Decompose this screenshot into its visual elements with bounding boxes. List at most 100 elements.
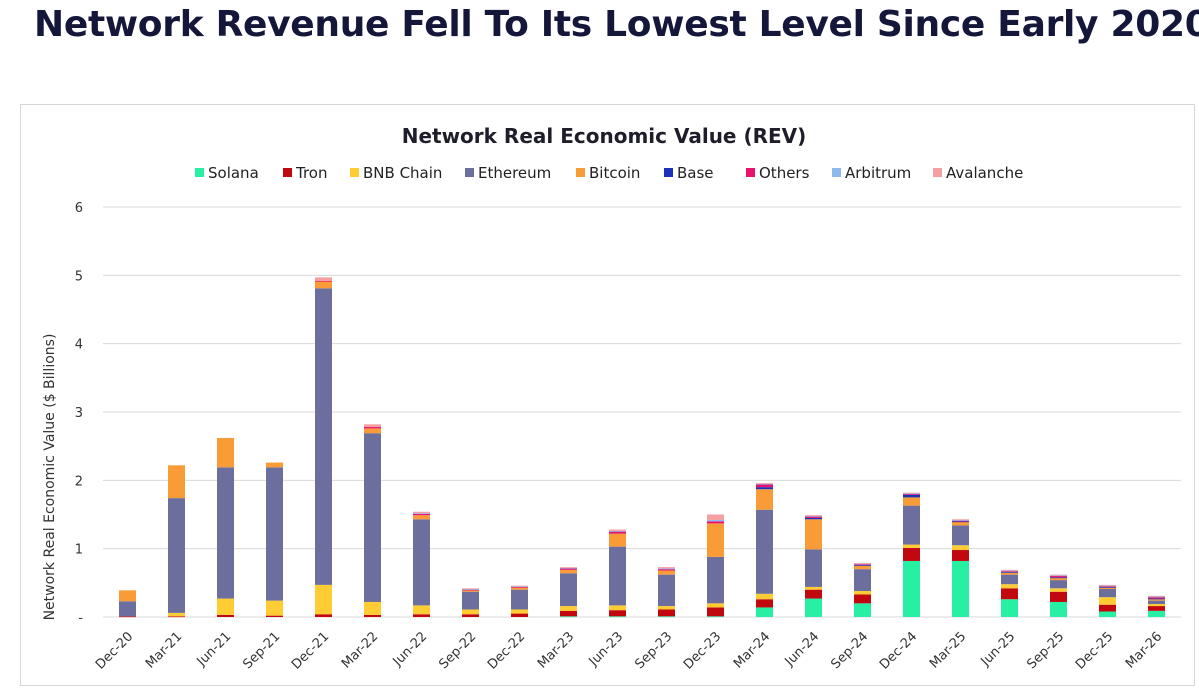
- legend-label: Others: [759, 164, 810, 182]
- bar-others: [1099, 586, 1116, 588]
- bar-bnb-chain: [217, 598, 234, 615]
- gridlines: [103, 206, 1181, 618]
- bar-tron: [266, 615, 283, 617]
- x-tick-label: Mar-26: [1123, 629, 1165, 671]
- legend-swatch: [465, 168, 474, 177]
- bar-ethereum: [609, 546, 626, 606]
- x-tick-label: Dec-25: [1073, 629, 1116, 672]
- bar-bitcoin: [1050, 578, 1067, 581]
- bar-tron: [364, 614, 381, 617]
- x-tick-label: Sep-25: [1024, 629, 1067, 672]
- x-tick-label: Sep-22: [436, 629, 479, 672]
- x-tick-label: Jun-25: [978, 629, 1019, 670]
- x-tick-label: Dec-24: [877, 629, 920, 672]
- bar-base: [854, 565, 871, 566]
- bar-others: [854, 564, 871, 566]
- bar-avalanche: [805, 515, 822, 516]
- bar-avalanche: [1099, 584, 1116, 586]
- bar-others: [413, 513, 430, 516]
- legend-swatch: [832, 168, 841, 177]
- bar-ethereum: [315, 288, 332, 585]
- legend-swatch: [746, 168, 755, 177]
- bar-tron: [462, 614, 479, 617]
- bar-stack-jun-23: [609, 529, 626, 618]
- bar-stack-mar-22: [364, 424, 381, 617]
- bar-arbitrum: [462, 588, 479, 590]
- bar-bitcoin: [266, 462, 283, 468]
- bar-ethereum: [119, 601, 136, 617]
- bar-arbitrum: [1099, 585, 1116, 587]
- legend-item-base: Base: [664, 164, 714, 182]
- bar-tron: [805, 589, 822, 599]
- legend-item-bitcoin: Bitcoin: [576, 164, 640, 182]
- bar-solana: [560, 616, 577, 618]
- y-tick-label: -: [78, 611, 83, 626]
- bar-base: [1001, 571, 1018, 573]
- bar-stack-sep-25: [1050, 574, 1067, 617]
- legend-swatch: [283, 168, 292, 177]
- bar-bnb-chain: [1099, 597, 1116, 605]
- bar-bnb-chain: [952, 545, 969, 551]
- bar-bitcoin: [1001, 572, 1018, 575]
- bar-stack-sep-23: [658, 567, 675, 618]
- bar-tron: [413, 614, 430, 617]
- bar-ethereum: [413, 519, 430, 606]
- bar-tron: [854, 594, 871, 604]
- bar-avalanche: [1001, 569, 1018, 571]
- bar-bitcoin: [1099, 587, 1116, 589]
- bar-arbitrum: [707, 519, 724, 522]
- legend-label: Tron: [295, 164, 327, 182]
- bar-solana: [1099, 611, 1116, 617]
- bar-bitcoin: [1148, 599, 1165, 601]
- bars: [119, 277, 1165, 618]
- x-axis-ticks: Dec-20 Mar-21 Jun-21 Sep-21 Dec-21 Mar-22 Jun-…: [93, 629, 1165, 672]
- bar-avalanche: [560, 567, 577, 568]
- bar-bitcoin: [854, 565, 871, 570]
- bar-stack-mar-24: [756, 483, 773, 617]
- bar-arbitrum: [756, 483, 773, 485]
- bar-ethereum: [462, 591, 479, 610]
- bar-bnb-chain: [707, 603, 724, 608]
- bar-tron: [658, 609, 675, 617]
- bar-ethereum: [1099, 588, 1116, 598]
- bar-arbitrum: [952, 519, 969, 521]
- bar-solana: [707, 616, 724, 618]
- bar-solana: [658, 616, 675, 618]
- legend-swatch: [350, 168, 359, 177]
- bar-ethereum: [952, 525, 969, 546]
- bar-ethereum: [364, 433, 381, 602]
- bar-avalanche: [707, 514, 724, 520]
- bar-avalanche: [315, 277, 332, 281]
- bar-stack-mar-25: [952, 519, 969, 617]
- bar-tron: [1001, 588, 1018, 600]
- chart-legend: Solana Tron BNB Chain Ethereum Bitcoin Base Ot…: [195, 164, 1023, 182]
- bar-stack-dec-22: [511, 585, 528, 617]
- x-tick-label: Mar-21: [143, 629, 185, 671]
- bar-bnb-chain: [854, 591, 871, 595]
- bar-tron: [560, 610, 577, 617]
- bar-bnb-chain: [364, 601, 381, 615]
- bar-others: [364, 427, 381, 429]
- bar-stack-mar-26: [1148, 595, 1165, 617]
- bar-arbitrum: [413, 513, 430, 514]
- bar-solana: [756, 607, 773, 617]
- bar-bnb-chain: [1050, 588, 1067, 592]
- bar-others: [1001, 571, 1018, 573]
- x-tick-label: Sep-23: [632, 629, 675, 672]
- bar-tron: [952, 550, 969, 561]
- bar-tron: [903, 547, 920, 561]
- bar-bnb-chain: [315, 584, 332, 615]
- x-tick-label: Jun-21: [194, 629, 235, 670]
- bar-bitcoin: [413, 515, 430, 520]
- bar-avalanche: [658, 567, 675, 569]
- bar-arbitrum: [609, 530, 626, 532]
- legend-item-solana: Solana: [195, 164, 259, 182]
- bar-tron: [119, 616, 136, 618]
- bar-tron: [1050, 591, 1067, 602]
- x-tick-label: Dec-22: [485, 629, 528, 672]
- bar-bitcoin: [217, 437, 234, 468]
- bar-stack-dec-20: [119, 590, 136, 618]
- bar-ethereum: [1050, 580, 1067, 589]
- bar-others: [511, 586, 528, 588]
- bar-tron: [1099, 604, 1116, 612]
